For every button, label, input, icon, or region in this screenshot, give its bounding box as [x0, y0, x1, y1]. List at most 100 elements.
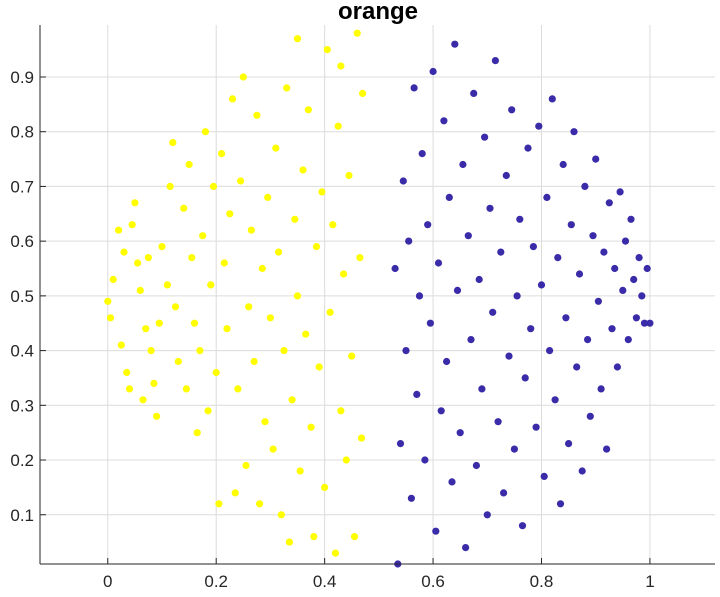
- yellow-point: [144, 254, 152, 262]
- blue-point: [632, 314, 641, 322]
- chart-title: orange: [338, 0, 418, 25]
- blue-point: [524, 144, 532, 152]
- blue-point: [434, 259, 443, 267]
- blue-point: [611, 264, 619, 273]
- blue-point: [424, 221, 432, 229]
- yellow-point: [266, 314, 274, 322]
- blue-point: [451, 40, 459, 48]
- yellow-point: [250, 357, 258, 366]
- yellow-point: [345, 171, 353, 180]
- yellow-point: [204, 407, 212, 415]
- blue-point: [527, 325, 535, 333]
- blue-point: [584, 336, 592, 344]
- tick-labels: 0 0.2 0.4 0.6 0.8 1 0.1 0.2 0.3 0.4 0.5 0.6 0.7 0.8 0.…: [10, 68, 654, 591]
- blue-point: [421, 456, 429, 464]
- yellow-point: [201, 128, 209, 136]
- blue-point: [459, 160, 467, 169]
- blue-point: [621, 237, 630, 245]
- blue-point: [565, 440, 573, 448]
- blue-point: [643, 264, 651, 273]
- yellow-point: [321, 483, 329, 491]
- blue-point: [456, 429, 464, 437]
- yellow-point: [139, 396, 147, 404]
- blue-point: [562, 314, 570, 322]
- blue-point: [608, 325, 616, 333]
- yellow-point: [307, 423, 315, 431]
- yellow-point: [131, 199, 139, 207]
- yellow-point: [209, 182, 218, 190]
- yellow-point: [288, 396, 296, 404]
- blue-point: [472, 461, 480, 470]
- yellow-point: [136, 286, 144, 294]
- yellow-point: [310, 533, 318, 541]
- blue-point: [415, 292, 424, 300]
- y-tick-label: 0.4: [10, 342, 34, 361]
- blue-point: [475, 275, 483, 284]
- yellow-point: [337, 62, 345, 70]
- yellow-point: [142, 325, 150, 333]
- yellow-point: [163, 281, 171, 289]
- blue-point: [532, 423, 540, 431]
- yellow-point: [296, 467, 304, 475]
- blue-point: [440, 117, 448, 125]
- yellow-point: [269, 445, 277, 453]
- blue-point: [510, 445, 518, 453]
- yellow-point: [180, 204, 188, 212]
- plot-background: [40, 25, 715, 564]
- blue-point: [575, 270, 584, 278]
- blue-point: [429, 67, 437, 76]
- yellow-point: [291, 215, 299, 223]
- blue-point: [432, 527, 440, 535]
- blue-point: [399, 177, 407, 185]
- yellow-point: [242, 461, 250, 470]
- blue-point: [518, 522, 527, 530]
- blue-point: [448, 478, 456, 486]
- yellow-point: [331, 549, 340, 557]
- yellow-point: [299, 166, 307, 174]
- y-tick-label: 0.1: [10, 506, 34, 525]
- yellow-point: [196, 347, 204, 355]
- yellow-point: [237, 177, 245, 185]
- yellow-point: [226, 210, 234, 218]
- yellow-point: [115, 226, 123, 234]
- y-tick-label: 0.3: [10, 396, 34, 415]
- yellow-point: [158, 243, 166, 251]
- blue-point: [635, 254, 643, 262]
- blue-point: [570, 128, 578, 136]
- blue-point: [418, 150, 426, 158]
- blue-point: [592, 155, 600, 163]
- yellow-point: [342, 456, 350, 464]
- y-tick-label: 0.9: [10, 68, 34, 87]
- axes: [39, 25, 715, 565]
- blue-point: [443, 357, 451, 366]
- yellow-point: [199, 232, 207, 240]
- grid: [40, 25, 715, 564]
- yellow-point: [353, 29, 361, 37]
- x-tick-label: 0: [103, 572, 112, 591]
- blue-point: [616, 188, 624, 196]
- yellow-point: [218, 150, 226, 158]
- blue-point: [521, 374, 529, 382]
- blue-point: [627, 215, 635, 223]
- y-tick-label: 0.8: [10, 123, 34, 142]
- blue-point: [481, 133, 489, 141]
- blue-point: [600, 248, 608, 256]
- yellow-point: [215, 500, 223, 508]
- blue-point: [505, 352, 513, 360]
- blue-point: [486, 204, 494, 212]
- blue-point: [630, 275, 638, 284]
- blue-point: [502, 171, 510, 180]
- yellow-point: [312, 243, 321, 251]
- yellow-point: [340, 270, 348, 278]
- yellow-point: [128, 221, 136, 229]
- blue-point: [513, 292, 521, 300]
- blue-point: [586, 412, 594, 420]
- yellow-point: [228, 95, 237, 103]
- blue-point: [559, 160, 567, 169]
- blue-point: [462, 544, 470, 552]
- yellow-point: [356, 254, 364, 262]
- yellow-point: [258, 264, 266, 273]
- blue-point: [478, 385, 486, 393]
- blue-point: [470, 89, 478, 97]
